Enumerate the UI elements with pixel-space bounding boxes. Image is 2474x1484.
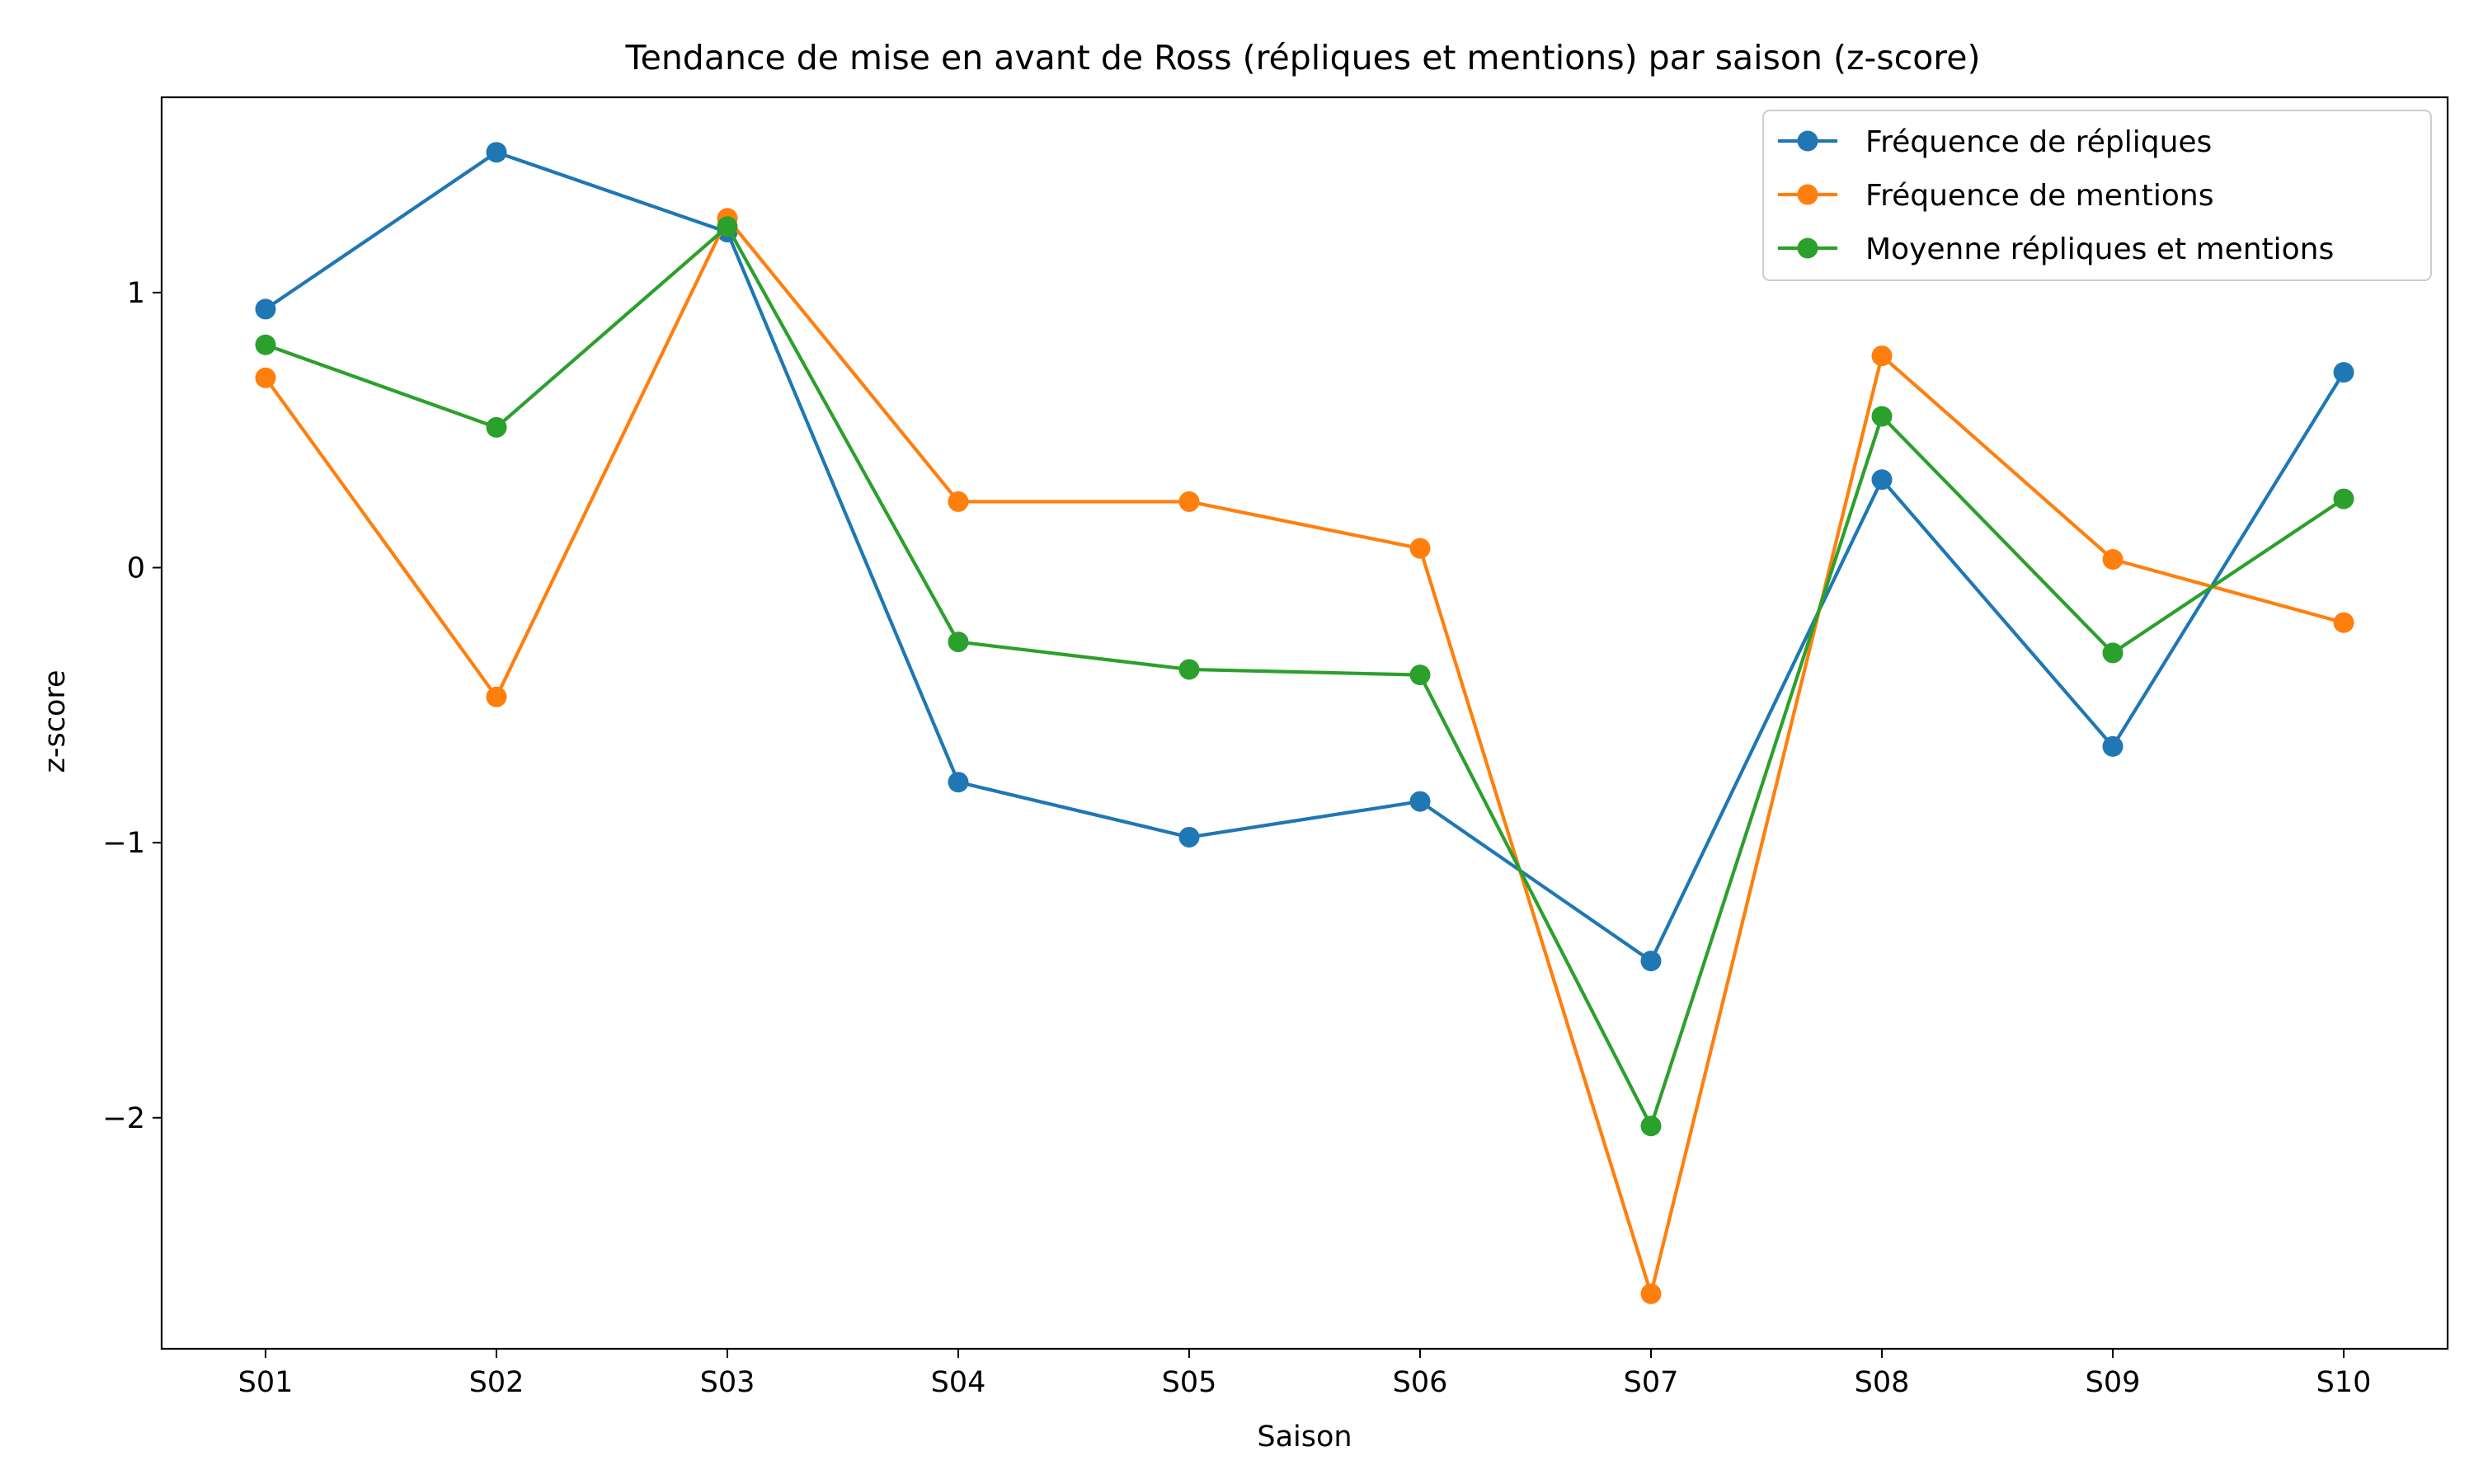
series-line — [264, 216, 2345, 1296]
legend-label: Fréquence de répliques — [1865, 125, 2212, 159]
data-point — [1871, 345, 1893, 367]
legend-marker — [1797, 130, 1818, 152]
data-point — [1178, 491, 1200, 512]
data-point — [255, 298, 276, 320]
data-point — [486, 142, 507, 163]
x-tick-label: S06 — [1393, 1366, 1448, 1399]
data-point — [2102, 642, 2124, 664]
data-point — [1640, 1283, 1662, 1304]
x-tick-label: S08 — [1855, 1366, 1910, 1399]
x-tick-label: S05 — [1162, 1366, 1217, 1399]
series-1 — [255, 142, 2354, 972]
data-point — [1409, 791, 1431, 812]
x-tick-label: S03 — [700, 1366, 755, 1399]
y-tick-label: 0 — [127, 552, 145, 585]
x-tick-label: S01 — [238, 1366, 294, 1399]
legend-box — [1762, 110, 2432, 281]
legend-marker — [1797, 184, 1818, 205]
legend-item: Moyenne répliques et mentions — [1778, 232, 2334, 266]
legend-label: Fréquence de mentions — [1865, 179, 2213, 213]
legend-item: Fréquence de répliques — [1778, 125, 2212, 159]
data-point — [2333, 362, 2354, 383]
plot-area — [160, 96, 2449, 1350]
data-point — [486, 416, 507, 438]
data-point — [1871, 469, 1893, 491]
data-point — [1640, 951, 1662, 972]
data-point — [2102, 548, 2124, 570]
data-point — [2102, 735, 2124, 757]
x-tick-label: S09 — [2086, 1366, 2141, 1399]
legend-label: Moyenne répliques et mentions — [1865, 232, 2334, 266]
y-tick-label: −2 — [102, 1102, 145, 1135]
y-axis-label: z-score — [39, 669, 72, 773]
series-3 — [255, 216, 2354, 1137]
series-layer — [255, 142, 2354, 1304]
legend-marker — [1797, 237, 1818, 259]
x-tick-label: S10 — [2316, 1366, 2372, 1399]
data-point — [1409, 665, 1431, 686]
x-axis-label: Saison — [1257, 1421, 1352, 1453]
data-point — [255, 334, 276, 355]
data-point — [255, 367, 276, 388]
data-point — [1871, 406, 1893, 427]
chart-title: Tendance de mise en avant de Ross (répli… — [625, 38, 1981, 77]
data-point — [1178, 659, 1200, 680]
y-axis: 1 0 −1 −2 — [102, 277, 162, 1135]
plot-frame — [160, 96, 2449, 1350]
data-point — [1640, 1115, 1662, 1137]
x-tick-label: S02 — [469, 1366, 524, 1399]
series-2 — [255, 208, 2354, 1304]
legend: Fréquence de répliques Fréquence de menti… — [1762, 110, 2432, 281]
x-axis: S01 S02 S03 S04 S05 S06 S07 S08 S09 S10 — [238, 1349, 2372, 1399]
data-point — [1409, 538, 1431, 559]
x-tick-label: S07 — [1624, 1366, 1679, 1399]
y-tick-label: −1 — [102, 827, 145, 860]
data-point — [948, 772, 969, 793]
series-line — [265, 224, 2345, 1128]
data-point — [2333, 488, 2354, 510]
data-point — [486, 686, 507, 707]
legend-item: Fréquence de mentions — [1778, 179, 2213, 213]
series-line — [264, 150, 2345, 963]
data-point — [948, 491, 969, 512]
data-point — [1178, 826, 1200, 848]
data-point — [2333, 612, 2354, 633]
y-tick-label: 1 — [127, 277, 145, 310]
data-point — [948, 632, 969, 653]
data-point — [717, 216, 738, 237]
x-tick-label: S04 — [931, 1366, 986, 1399]
